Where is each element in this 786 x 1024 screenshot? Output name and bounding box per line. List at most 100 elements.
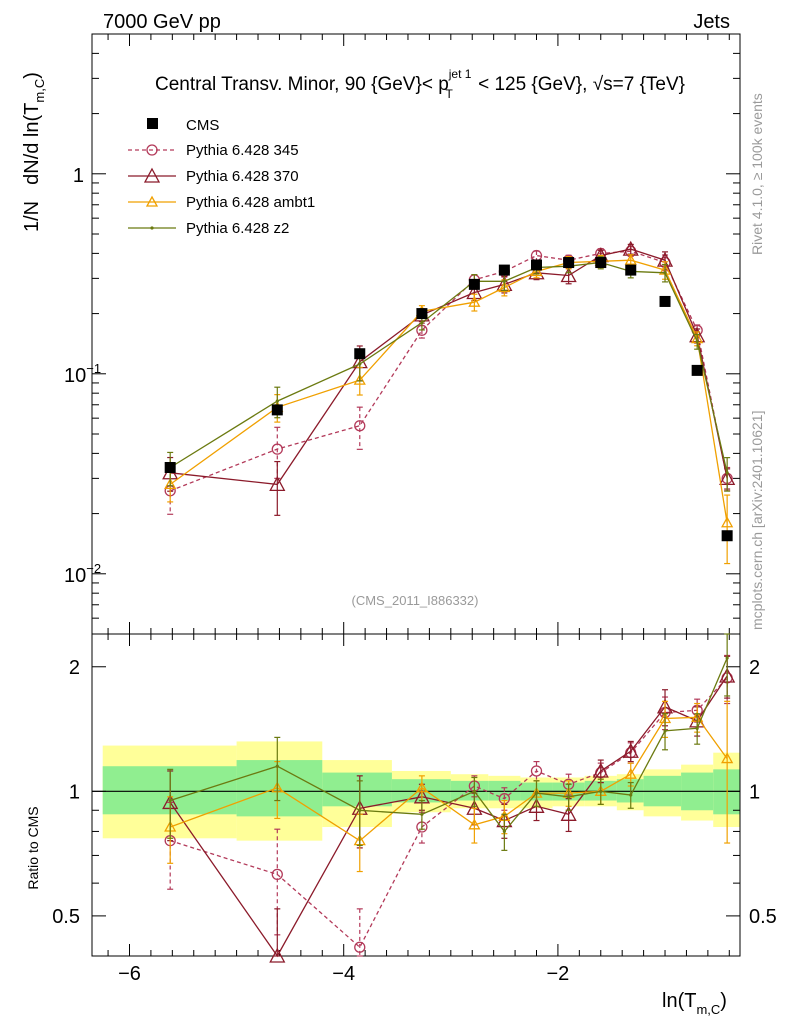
series-pythia-ambt1-point bbox=[468, 295, 481, 307]
ratio-plot-frame bbox=[91, 633, 741, 957]
svg-text:Pythia 6.428 345: Pythia 6.428 345 bbox=[186, 142, 299, 159]
y-tick-label: 10−2 bbox=[64, 561, 101, 587]
series-pythia-z2-point bbox=[275, 399, 279, 403]
series-pythia-345-line bbox=[169, 250, 728, 492]
series-pythia-ambt1-point bbox=[498, 281, 511, 293]
series-pythia-370-line bbox=[170, 248, 728, 486]
series-pythia-370-main bbox=[162, 240, 736, 516]
ratio-y-tick-label-right: 1 bbox=[749, 781, 760, 803]
y-axis-label-main: 1/NdN/d ln(Tm,C) bbox=[21, 72, 47, 232]
cms-point bbox=[468, 278, 480, 290]
analysis-id-watermark: (CMS_2011_I886332) bbox=[352, 593, 479, 608]
x-tick-label: −4 bbox=[332, 963, 355, 985]
cms-point bbox=[164, 461, 176, 473]
svg-text:Pythia 6.428 z2: Pythia 6.428 z2 bbox=[186, 220, 289, 237]
legend-entry-ambt1: Pythia 6.428 ambt1 bbox=[128, 194, 315, 211]
series-pythia-z2-point bbox=[725, 471, 729, 475]
legend-entry-345: Pythia 6.428 345 bbox=[128, 142, 299, 159]
y-tick-label: 10−1 bbox=[64, 361, 101, 387]
series-pythia-345-main bbox=[164, 245, 733, 515]
legend-entry-cms: CMS bbox=[147, 117, 219, 134]
series-pythia-z2-ratio-point bbox=[358, 808, 362, 812]
series-pythia-z2-ratio-point bbox=[695, 726, 699, 730]
ratio-y-tick-label-left: 2 bbox=[69, 657, 80, 679]
cms-point bbox=[563, 257, 575, 269]
series-pythia-ambt1-ratio-point bbox=[624, 767, 637, 779]
series-pythia-z2-ratio-point bbox=[599, 789, 603, 793]
series-pythia-z2-point bbox=[420, 321, 424, 325]
x-tick-label: −6 bbox=[118, 963, 141, 985]
cms-point bbox=[595, 257, 607, 269]
ratio-plot-panel: −6 −4 −2 0.5 0.5 1 1 2 2 bbox=[52, 633, 777, 985]
series-pythia-ambt1-point bbox=[624, 253, 637, 265]
cms-point bbox=[530, 259, 542, 271]
series-pythia-ambt1-ratio-point bbox=[468, 818, 481, 830]
title-subscript: T bbox=[445, 87, 453, 101]
series-cms bbox=[164, 257, 733, 542]
series-pythia-370-ratio-point bbox=[528, 797, 545, 813]
ratio-y-tick-label-left: 0.5 bbox=[52, 906, 80, 928]
series-pythia-z2-ratio-point bbox=[725, 656, 729, 660]
series-pythia-z2-ratio-point bbox=[534, 791, 539, 795]
svg-text:CMS: CMS bbox=[186, 117, 219, 134]
cms-point bbox=[659, 295, 671, 307]
series-pythia-z2-ratio-point bbox=[472, 789, 476, 793]
series-pythia-370-point bbox=[560, 267, 577, 283]
ratio-y-tick-label-right: 2 bbox=[749, 657, 760, 679]
series-pythia-345-ratio-point bbox=[271, 868, 283, 881]
legend: CMS Pythia 6.428 345 Pythia 6.428 370 Py… bbox=[128, 117, 315, 237]
cms-point bbox=[691, 364, 703, 376]
series-pythia-z2-ratio-point bbox=[275, 764, 279, 768]
series-pythia-z2-ratio-point bbox=[629, 793, 633, 797]
cms-point bbox=[416, 308, 428, 320]
series-pythia-370-point bbox=[269, 475, 286, 492]
series-pythia-ambt1-point bbox=[164, 478, 177, 490]
series-pythia-z2-point bbox=[695, 339, 699, 344]
series-pythia-ambt1-line bbox=[169, 259, 728, 523]
series-pythia-ambt1-point bbox=[353, 373, 366, 385]
cms-point bbox=[498, 264, 510, 276]
series-pythia-z2-point bbox=[358, 362, 362, 366]
cms-point bbox=[354, 348, 366, 360]
x-tick-label: −2 bbox=[547, 963, 570, 985]
series-pythia-z2-ratio-point bbox=[567, 795, 571, 799]
x-axis-label: ln(Tm,C) bbox=[662, 990, 727, 1017]
svg-text:Pythia 6.428 ambt1: Pythia 6.428 ambt1 bbox=[186, 194, 315, 211]
series-pythia-345-point bbox=[354, 420, 366, 432]
series-pythia-345-ratio-point bbox=[530, 765, 543, 777]
title-superscript: jet 1 bbox=[448, 67, 472, 81]
series-pythia-z2-ratio-point bbox=[502, 829, 506, 834]
svg-text:1/NdN/d ln(Tm,C): 1/NdN/d ln(Tm,C) bbox=[21, 72, 47, 232]
series-pythia-z2-main bbox=[167, 256, 731, 492]
main-plot-panel: 10−2 10−1 1 bbox=[64, 33, 741, 956]
series-pythia-370-ratio-point bbox=[269, 947, 286, 963]
series-pythia-z2-ratio bbox=[167, 633, 731, 851]
svg-text:Pythia 6.428 370: Pythia 6.428 370 bbox=[186, 168, 299, 185]
mcplots-label: mcplots.cern.ch [arXiv:2401.10621] bbox=[749, 411, 765, 630]
ratio-y-tick-label-left: 1 bbox=[69, 781, 80, 803]
series-pythia-370-ratio-point bbox=[622, 742, 639, 758]
cms-point bbox=[625, 264, 637, 276]
legend-entry-370: Pythia 6.428 370 bbox=[128, 167, 299, 185]
series-pythia-z2-ratio-point bbox=[420, 812, 424, 816]
legend-entry-z2: Pythia 6.428 z2 bbox=[128, 220, 289, 237]
series-pythia-ambt1-point bbox=[530, 265, 543, 277]
cms-point bbox=[721, 530, 733, 542]
cms-point bbox=[271, 404, 283, 416]
series-pythia-z2-point bbox=[663, 271, 667, 275]
header-right: Jets bbox=[693, 11, 730, 33]
y-tick-label: 1 bbox=[73, 165, 84, 187]
ratio-y-tick-label-right: 0.5 bbox=[749, 906, 777, 928]
series-pythia-z2-line bbox=[169, 261, 728, 473]
series-pythia-z2-point bbox=[502, 279, 506, 283]
series-pythia-370-ratio-point bbox=[592, 762, 609, 778]
series-pythia-370-ratio-point bbox=[560, 805, 577, 821]
header-left: 7000 GeV pp bbox=[103, 11, 221, 33]
series-pythia-ambt1-point bbox=[721, 516, 734, 528]
series-pythia-z2-ratio-point bbox=[168, 798, 172, 803]
series-pythia-z2-ratio-point bbox=[663, 729, 667, 733]
y-axis-label-ratio: Ratio to CMS bbox=[25, 806, 41, 889]
ratio-band-inner bbox=[322, 772, 392, 807]
